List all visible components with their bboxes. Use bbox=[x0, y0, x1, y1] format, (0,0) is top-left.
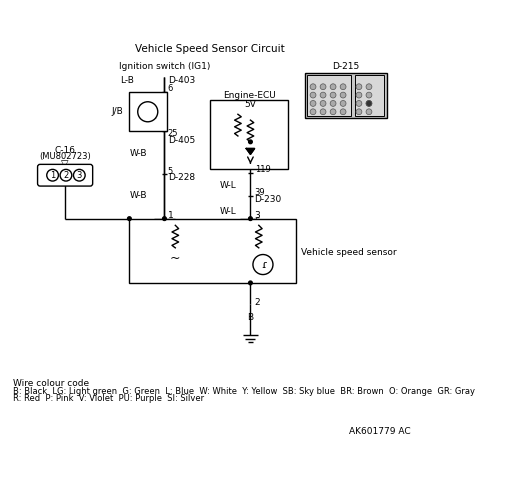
Text: 2: 2 bbox=[145, 105, 150, 114]
Text: 119: 119 bbox=[255, 165, 270, 174]
Circle shape bbox=[320, 84, 326, 90]
Text: J/B: J/B bbox=[111, 107, 123, 116]
Circle shape bbox=[310, 109, 316, 115]
FancyBboxPatch shape bbox=[305, 73, 386, 119]
Text: W-B: W-B bbox=[129, 191, 147, 200]
FancyBboxPatch shape bbox=[211, 100, 288, 168]
Text: C-16: C-16 bbox=[55, 146, 76, 155]
Circle shape bbox=[248, 281, 252, 285]
Circle shape bbox=[366, 101, 372, 106]
Circle shape bbox=[356, 92, 362, 98]
Text: 7.5A: 7.5A bbox=[139, 112, 157, 121]
Circle shape bbox=[47, 169, 59, 181]
Text: Vehicle speed sensor: Vehicle speed sensor bbox=[300, 247, 396, 257]
Text: ɾ: ɾ bbox=[262, 259, 268, 270]
Text: Ignition switch (IG1): Ignition switch (IG1) bbox=[119, 62, 210, 71]
FancyBboxPatch shape bbox=[37, 165, 92, 186]
Text: L-B: L-B bbox=[120, 76, 133, 85]
Text: 1: 1 bbox=[168, 211, 174, 220]
Circle shape bbox=[356, 109, 362, 115]
FancyBboxPatch shape bbox=[355, 75, 384, 116]
Circle shape bbox=[73, 169, 85, 181]
Text: W-L: W-L bbox=[220, 236, 236, 245]
Text: W-L: W-L bbox=[220, 208, 236, 216]
Circle shape bbox=[310, 84, 316, 90]
Circle shape bbox=[253, 255, 273, 274]
Circle shape bbox=[356, 84, 362, 90]
Text: ~: ~ bbox=[170, 252, 181, 265]
Text: (MU802723): (MU802723) bbox=[39, 152, 91, 161]
Text: D-215: D-215 bbox=[332, 62, 359, 71]
Circle shape bbox=[330, 92, 336, 98]
Text: 6: 6 bbox=[168, 84, 173, 93]
Circle shape bbox=[248, 140, 252, 144]
Circle shape bbox=[310, 101, 316, 106]
Text: 2: 2 bbox=[63, 171, 69, 180]
Text: D-405: D-405 bbox=[168, 136, 195, 145]
Text: 3: 3 bbox=[255, 211, 261, 220]
Text: 2: 2 bbox=[255, 298, 260, 306]
Circle shape bbox=[366, 92, 372, 98]
Text: 3: 3 bbox=[77, 171, 82, 180]
Circle shape bbox=[366, 84, 372, 90]
Circle shape bbox=[340, 84, 346, 90]
Text: Engine-ECU: Engine-ECU bbox=[223, 91, 276, 100]
Text: W-L: W-L bbox=[220, 181, 236, 190]
Text: W-B: W-B bbox=[129, 149, 147, 158]
Text: 5: 5 bbox=[168, 166, 173, 176]
Text: 6: 6 bbox=[255, 217, 260, 226]
Circle shape bbox=[320, 101, 326, 106]
Circle shape bbox=[330, 84, 336, 90]
Text: Wire colour code: Wire colour code bbox=[13, 379, 89, 389]
Circle shape bbox=[320, 109, 326, 115]
Text: B: Black  LG: Light green  G: Green  L: Blue  W: White  Y: Yellow  SB: Sky blue : B: Black LG: Light green G: Green L: Blu… bbox=[13, 387, 475, 396]
Circle shape bbox=[320, 92, 326, 98]
Text: D-230: D-230 bbox=[255, 195, 282, 204]
Circle shape bbox=[340, 109, 346, 115]
FancyBboxPatch shape bbox=[129, 92, 167, 131]
Polygon shape bbox=[246, 149, 255, 154]
Circle shape bbox=[60, 169, 72, 181]
Text: 5V: 5V bbox=[244, 100, 257, 109]
Text: Vehicle Speed Sensor Circuit: Vehicle Speed Sensor Circuit bbox=[135, 44, 285, 54]
Circle shape bbox=[128, 217, 131, 221]
Circle shape bbox=[356, 101, 362, 106]
Circle shape bbox=[340, 101, 346, 106]
Circle shape bbox=[163, 217, 166, 221]
Text: B: B bbox=[247, 313, 254, 322]
Circle shape bbox=[330, 101, 336, 106]
Text: AK601779 AC: AK601779 AC bbox=[349, 427, 411, 436]
Text: D-228: D-228 bbox=[168, 173, 195, 182]
Text: D-403: D-403 bbox=[168, 76, 195, 85]
FancyBboxPatch shape bbox=[307, 75, 351, 116]
Text: ▽: ▽ bbox=[62, 159, 69, 168]
Text: 25: 25 bbox=[168, 129, 178, 138]
Text: 1: 1 bbox=[50, 171, 55, 180]
Circle shape bbox=[340, 92, 346, 98]
Circle shape bbox=[330, 109, 336, 115]
Circle shape bbox=[366, 109, 372, 115]
Circle shape bbox=[248, 217, 252, 221]
Text: 39: 39 bbox=[255, 188, 265, 197]
FancyBboxPatch shape bbox=[129, 219, 296, 283]
Circle shape bbox=[366, 101, 372, 106]
Text: R: Red  P: Pink  V: Violet  PU: Purple  SI: Silver: R: Red P: Pink V: Violet PU: Purple SI: … bbox=[13, 394, 204, 404]
Circle shape bbox=[310, 92, 316, 98]
Circle shape bbox=[138, 102, 158, 122]
Text: D-228: D-228 bbox=[255, 223, 282, 232]
